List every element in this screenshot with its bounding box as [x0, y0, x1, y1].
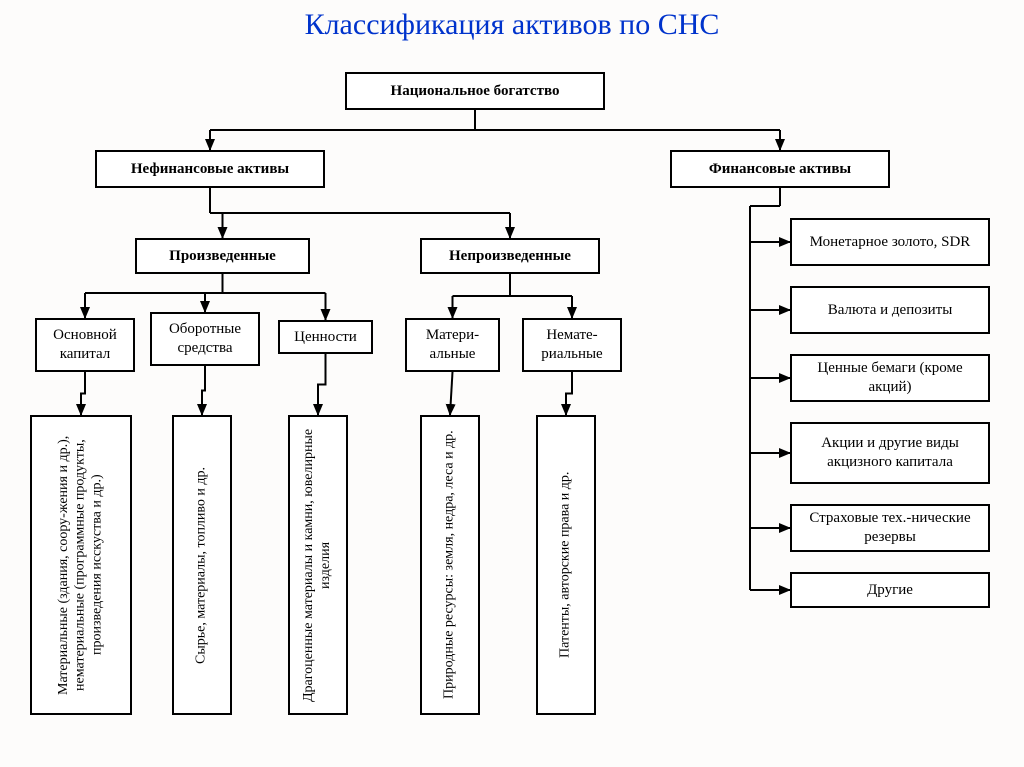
node-immat: Немате-риальные: [522, 318, 622, 372]
vnode-v4: Природные ресурсы: земля, недра, леса и …: [420, 415, 480, 715]
vnode-v3: Драгоценные материалы и камни, ювелирные…: [288, 415, 348, 715]
node-fin3: Ценные бемаги (кроме акций): [790, 354, 990, 402]
node-material: Матери-альные: [405, 318, 500, 372]
vnode-v2: Сырье, материалы, топливо и др.: [172, 415, 232, 715]
node-fin1: Монетарное золото, SDR: [790, 218, 990, 266]
node-values: Ценности: [278, 320, 373, 354]
node-nonprod: Непроизведенные: [420, 238, 600, 274]
node-fin2: Валюта и депозиты: [790, 286, 990, 334]
node-fin: Финансовые активы: [670, 150, 890, 188]
node-fin5: Страховые тех.-нические резервы: [790, 504, 990, 552]
vnode-v1: Материальные (здания, соору-жения и др.)…: [30, 415, 132, 715]
node-produced: Произведенные: [135, 238, 310, 274]
node-root: Национальное богатство: [345, 72, 605, 110]
node-fixed: Основной капитал: [35, 318, 135, 372]
page-title: Классификация активов по СНС: [0, 8, 1024, 42]
node-fin4: Акции и другие виды акцизного капитала: [790, 422, 990, 484]
node-nonfin: Нефинансовые активы: [95, 150, 325, 188]
vnode-v5: Патенты, авторские права и др.: [536, 415, 596, 715]
node-working: Оборотные средства: [150, 312, 260, 366]
node-fin6: Другие: [790, 572, 990, 608]
